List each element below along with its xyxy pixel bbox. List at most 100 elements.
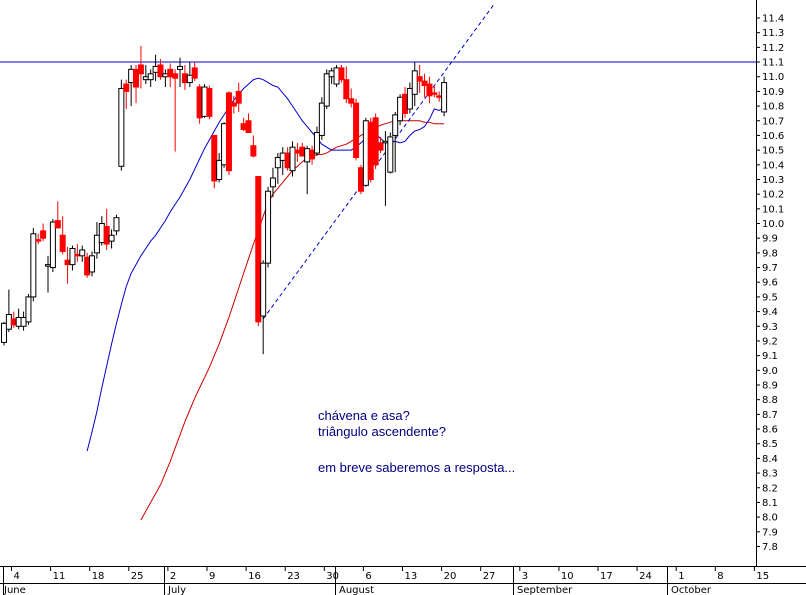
candle (338, 64, 345, 83)
candle (216, 153, 223, 183)
candle (348, 88, 355, 108)
y-tick-label: 10.9 (762, 87, 784, 98)
y-tick-label: 8.7 (762, 410, 778, 421)
candle-body (221, 123, 228, 166)
candle (221, 122, 228, 168)
y-tick-label: 11.4 (762, 14, 784, 25)
candle (411, 62, 418, 107)
x-tick-label: 13 (405, 571, 418, 582)
candle (196, 84, 203, 124)
candle-body (265, 190, 272, 264)
candle-body (216, 159, 223, 180)
candle-body (79, 249, 86, 257)
candle-body (152, 65, 159, 73)
y-tick-label: 8.1 (762, 498, 778, 509)
candle-body (235, 90, 242, 104)
candle (235, 82, 242, 112)
y-tick-label: 10.3 (762, 175, 784, 186)
candle (49, 219, 56, 272)
candle (392, 111, 399, 173)
y-tick-label: 10.5 (762, 146, 784, 157)
candle-body (367, 121, 374, 180)
y-tick-label: 9.8 (762, 248, 778, 259)
y-tick-label: 9.6 (762, 278, 778, 289)
x-tick-label: 2 (170, 571, 176, 582)
y-tick-label: 7.9 (762, 527, 778, 538)
candle (260, 260, 267, 355)
candle (89, 251, 96, 277)
candle-body (15, 316, 22, 327)
candle (353, 98, 360, 161)
candle-body (362, 120, 369, 186)
candle-body (406, 87, 413, 110)
x-month-label: October (671, 585, 712, 595)
x-tick-label: 8 (717, 571, 723, 582)
candle-body (397, 96, 404, 122)
candle (40, 223, 47, 242)
y-tick-label: 8.9 (762, 381, 778, 392)
candle-body (59, 234, 66, 252)
candle (255, 176, 262, 327)
candle-body (348, 98, 355, 104)
candle (323, 69, 330, 110)
candle-body (441, 82, 448, 113)
candle-body (357, 167, 364, 192)
candle-body (401, 93, 408, 114)
y-tick-label: 11.3 (762, 28, 784, 39)
x-tick-label: 4 (14, 571, 20, 582)
y-tick-label: 9.1 (762, 351, 778, 362)
candle-body (103, 225, 110, 245)
x-month-label: September (517, 585, 573, 595)
candle-body (137, 64, 144, 75)
candle-body (142, 76, 149, 81)
candle (274, 153, 281, 184)
x-tick-label: 18 (92, 571, 105, 582)
candle (30, 227, 37, 302)
candle (367, 117, 374, 183)
candle-body (245, 120, 252, 134)
candle-body (382, 140, 389, 144)
y-tick-label: 9.2 (762, 336, 778, 347)
candle-body (279, 152, 286, 161)
y-tick-label: 10.4 (762, 160, 784, 171)
candle-body (338, 67, 345, 81)
candle (421, 73, 428, 98)
candle-body (255, 176, 262, 323)
candle-body (353, 102, 360, 158)
y-tick-label: 11.2 (762, 43, 784, 54)
candle-body (421, 80, 428, 87)
candle-body (10, 318, 17, 326)
x-tick-label: 20 (444, 571, 457, 582)
candle (167, 63, 174, 87)
candle-body (128, 68, 135, 84)
candle-body (416, 76, 423, 82)
candle (245, 113, 252, 134)
y-tick-label: 7.8 (762, 542, 778, 553)
candle-body (436, 95, 443, 98)
candle-body (191, 67, 198, 79)
candle (79, 245, 86, 262)
y-tick-label: 10.8 (762, 102, 784, 113)
x-tick-label: 27 (483, 571, 496, 582)
candle-body (328, 70, 335, 78)
x-month-label: August (339, 585, 374, 595)
candle-body (294, 149, 301, 154)
candle (123, 79, 130, 110)
candle-body (343, 79, 350, 100)
candle (318, 97, 325, 140)
y-tick-label: 8.0 (762, 513, 778, 524)
candle (93, 222, 100, 259)
x-tick-label: 15 (756, 571, 769, 582)
candle-body (284, 152, 291, 169)
candle-body (411, 70, 418, 95)
y-tick-label: 8.2 (762, 483, 778, 494)
y-tick-label: 8.3 (762, 469, 778, 480)
y-axis: 7.8 7.9 8.0 8.1 8.2 8.3 8.4 8.5 8.6 8.7 8.8 8.9 9.0 9… (756, 14, 784, 553)
x-tick-label: 11 (53, 571, 66, 582)
y-tick-label: 10.7 (762, 116, 784, 127)
candle-body (274, 156, 281, 169)
x-tick-label: 25 (131, 571, 144, 582)
candle-body (269, 177, 276, 188)
candle-body (313, 132, 320, 154)
